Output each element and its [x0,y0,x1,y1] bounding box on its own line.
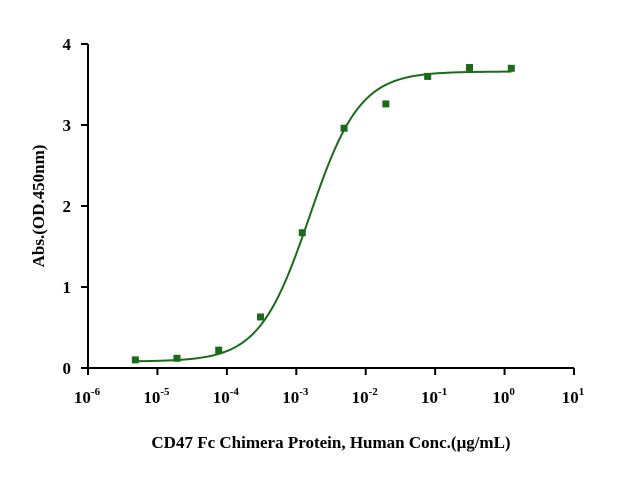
x-tick-label: 10-1 [421,386,447,407]
x-tick-group: 10-6 10-5 10-4 10-3 10-2 10-1 100 101 [74,368,584,407]
x-tick-exponent: -1 [438,386,447,398]
y-tick-group: 0 1 2 3 4 [63,35,88,378]
data-point [340,124,348,132]
x-tick-label: 101 [562,386,585,407]
axes-layer [87,44,574,369]
data-point [215,346,223,354]
y-axis-title: Abs.(OD.450nm) [29,145,48,268]
x-tick-base: 10 [282,388,299,407]
x-tick-base: 10 [352,388,369,407]
x-tick-base: 10 [74,388,91,407]
fit-curve [135,70,512,363]
data-point [298,229,306,237]
data-point [466,63,473,71]
x-tick-exponent: 1 [579,386,585,398]
x-tick-label: 10-3 [282,386,309,407]
plot-layer [131,63,515,364]
x-tick-label: 10-4 [213,386,240,407]
x-tick-label: 10-2 [352,386,379,407]
x-tick-base: 10 [143,388,160,407]
x-tick-base: 10 [213,388,230,407]
x-tick-exponent: 0 [509,386,515,398]
data-point [424,72,432,80]
x-tick-base: 10 [421,388,438,407]
x-tick-base: 10 [492,388,509,407]
x-tick-label: 10-6 [74,386,101,407]
y-tick-label: 3 [63,116,72,135]
data-point [382,100,390,108]
x-axis-title: CD47 Fc Chimera Protein, Human Conc.(μg/… [151,433,510,452]
x-tick-exponent: -4 [230,386,240,398]
x-tick-exponent: -3 [299,386,309,398]
x-tick-base: 10 [562,388,579,407]
data-point [173,354,181,362]
x-tick-exponent: -6 [91,386,101,398]
y-tick-label: 0 [63,359,72,378]
y-tick-label: 4 [63,35,72,54]
data-point [256,313,264,321]
data-point [507,64,515,72]
x-tick-exponent: -5 [160,386,170,398]
y-tick-label: 2 [63,197,72,216]
y-tick-label: 1 [63,278,72,297]
x-tick-label: 100 [492,386,515,407]
data-point [131,356,139,364]
x-tick-label: 10-5 [143,386,170,407]
x-tick-exponent: -2 [369,386,379,398]
